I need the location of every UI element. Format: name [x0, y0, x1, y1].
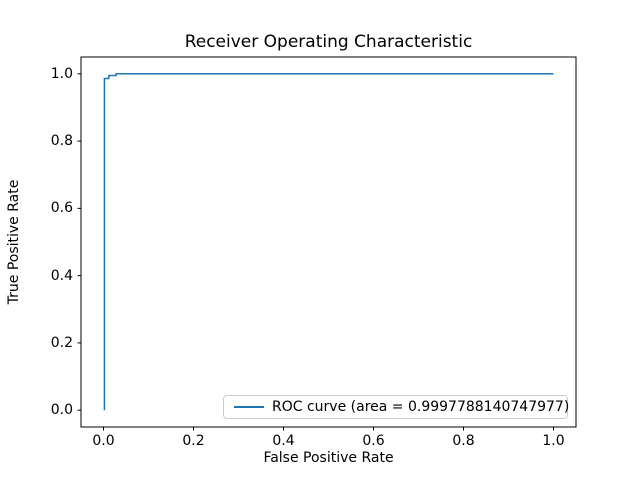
legend-label: ROC curve (area = 0.9997788140747977)	[272, 399, 570, 415]
x-tick-label: 0.8	[452, 433, 475, 449]
y-tick-label: 0.0	[50, 402, 73, 419]
x-tick-label: 1.0	[542, 433, 565, 449]
x-tick-label: 0.4	[272, 433, 295, 449]
axes-frame	[80, 56, 577, 428]
legend: ROC curve (area = 0.9997788140747977)	[223, 395, 570, 419]
y-tick-label: 0.6	[50, 200, 73, 217]
x-tick-label: 0.0	[92, 433, 115, 449]
y-axis-label: True Positive Rate	[6, 179, 22, 305]
y-tick-label: 0.2	[50, 334, 73, 351]
y-tick-label: 0.4	[50, 267, 73, 284]
tick-marks	[77, 73, 554, 431]
y-tick-label: 1.0	[50, 65, 73, 82]
roc-curve-line	[103, 73, 554, 411]
x-tick-label: 0.6	[362, 433, 385, 449]
legend-line-sample	[234, 406, 264, 408]
y-tick-label: 0.8	[50, 133, 73, 150]
plot-area	[77, 56, 577, 431]
x-tick-label: 0.2	[182, 433, 205, 449]
x-axis-label: False Positive Rate	[263, 450, 394, 466]
chart-title: Receiver Operating Characteristic	[184, 32, 473, 52]
